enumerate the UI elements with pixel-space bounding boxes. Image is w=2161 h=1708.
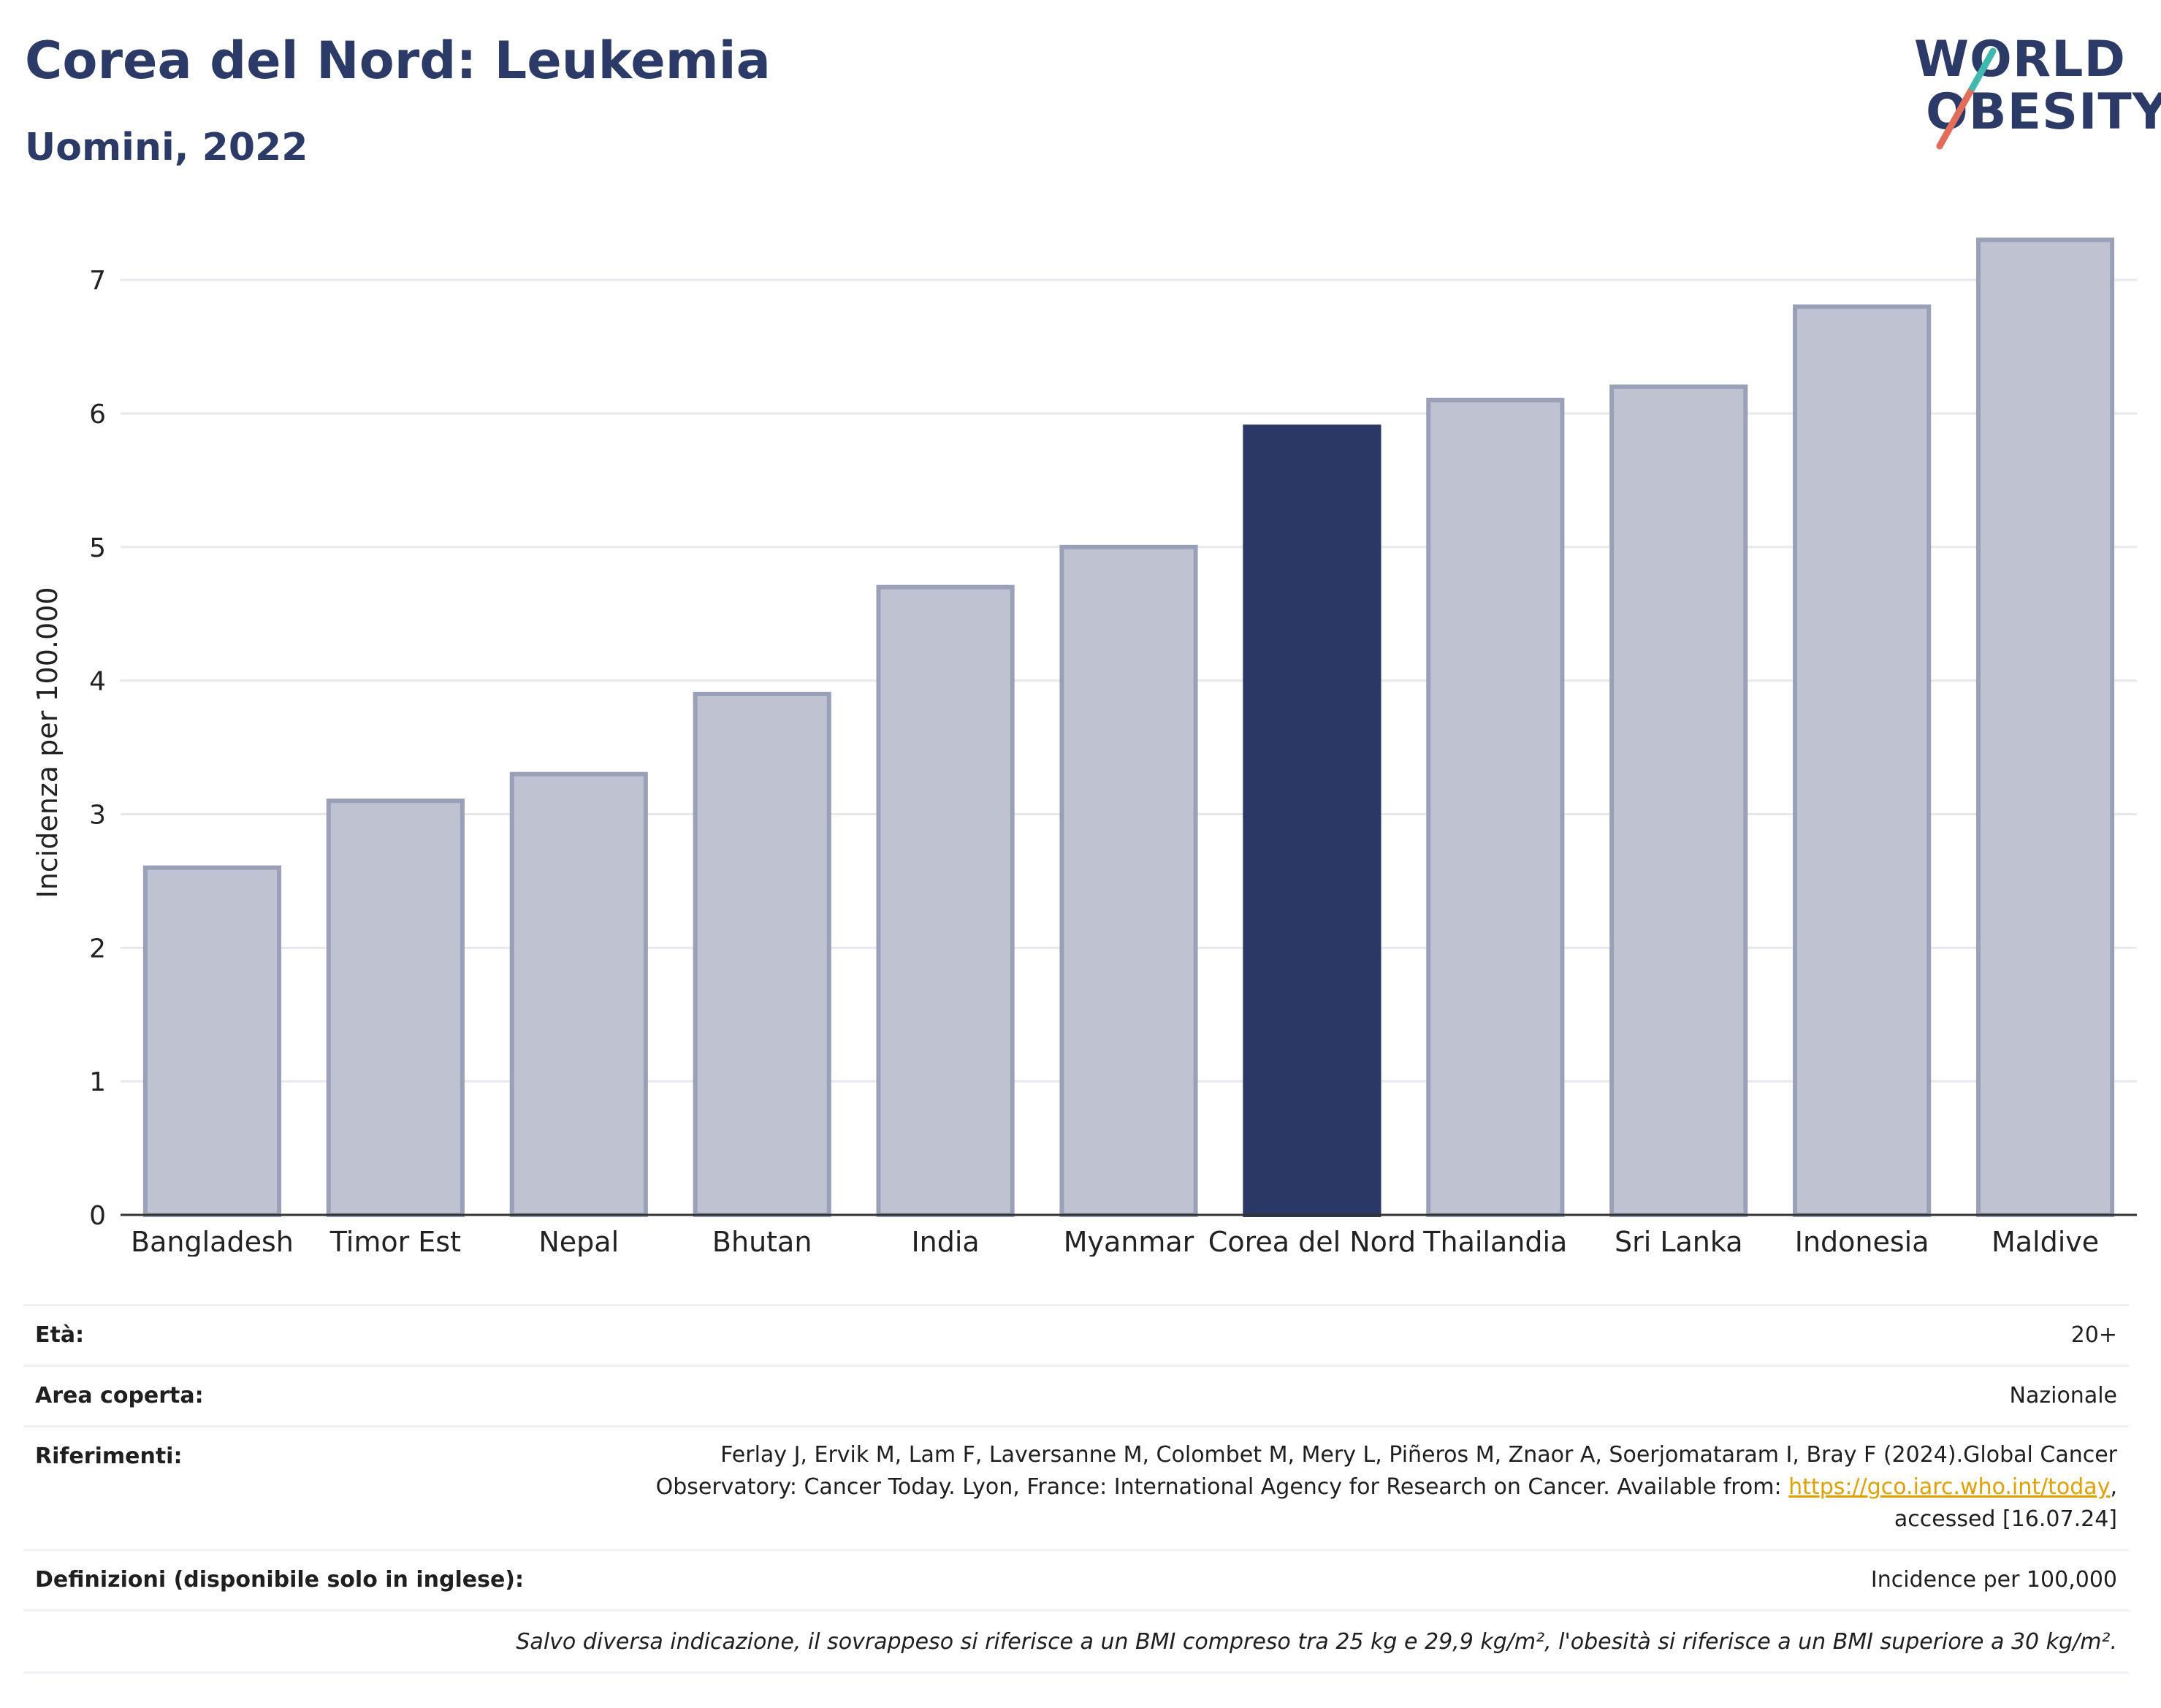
info-row-area: Area coperta: Nazionale — [23, 1365, 2129, 1425]
references-line-2-end: , — [2110, 1474, 2117, 1500]
info-table: Età: 20+ Area coperta: Nazionale Riferim… — [23, 1304, 2129, 1674]
chart-title: Corea del Nord: Leukemia — [25, 31, 771, 91]
y-tick-label-4: 4 — [89, 667, 106, 697]
bar-maldive — [1975, 237, 2115, 1217]
x-tick-label-indonesia: Indonesia — [1795, 1226, 1929, 1257]
y-axis-label: Incidenza per 100.000 — [31, 587, 64, 899]
references-label: Riferimenti: — [35, 1444, 183, 1469]
chart-subtitle: Uomini, 2022 — [25, 126, 308, 169]
references-line-3: accessed [16.07.24] — [1894, 1506, 2117, 1532]
references-line-2: Observatory: Cancer Today. Lyon, France:… — [364, 1471, 2117, 1503]
bar-nepal — [509, 771, 648, 1217]
references-link[interactable]: https://gco.iarc.who.int/today — [1788, 1474, 2111, 1500]
bar-india — [876, 584, 1015, 1217]
obesity-definition-note: Salvo diversa indicazione, il sovrappeso… — [516, 1629, 2117, 1655]
y-tick-label-5: 5 — [89, 533, 106, 563]
bar-corea-del-nord — [1243, 424, 1381, 1218]
logo-slash-icon — [1936, 47, 1997, 150]
y-tick-label-2: 2 — [89, 934, 106, 964]
x-tick-label-sri-lanka: Sri Lanka — [1615, 1226, 1743, 1257]
info-row-references: Riferimenti: Ferlay J, Ervik M, Lam F, L… — [23, 1425, 2129, 1549]
age-label: Età: — [35, 1322, 85, 1348]
bar-myanmar — [1059, 544, 1198, 1218]
x-tick-label-bhutan: Bhutan — [712, 1226, 812, 1257]
info-row-note: Salvo diversa indicazione, il sovrappeso… — [23, 1609, 2129, 1674]
x-tick-label-nepal: Nepal — [538, 1226, 619, 1257]
x-tick-label-timor-est: Timor Est — [329, 1226, 461, 1257]
world-obesity-logo: WORLD OBESITY — [1899, 29, 2161, 153]
definitions-label: Definizioni (disponibile solo in inglese… — [35, 1567, 524, 1593]
y-tick-label-0: 0 — [89, 1201, 106, 1231]
x-tick-label-myanmar: Myanmar — [1064, 1226, 1194, 1257]
age-value: 20+ — [2070, 1322, 2117, 1348]
area-label: Area coperta: — [35, 1383, 204, 1408]
y-tick-labels: 0 1 2 3 4 5 6 7 — [89, 266, 106, 1231]
bar-bhutan — [693, 691, 831, 1217]
references-line-2-text: Observatory: Cancer Today. Lyon, France:… — [655, 1474, 1789, 1500]
x-tick-label-maldive: Maldive — [1992, 1226, 2099, 1257]
bar-sri-lanka — [1609, 384, 1748, 1218]
y-tick-label-3: 3 — [89, 800, 106, 830]
y-tick-label-1: 1 — [89, 1067, 106, 1097]
y-tick-label-7: 7 — [89, 266, 106, 296]
bar-indonesia — [1793, 304, 1932, 1217]
y-tick-label-6: 6 — [89, 400, 106, 430]
x-tick-label-bangladesh: Bangladesh — [131, 1226, 294, 1257]
bars — [142, 237, 2115, 1218]
logo-word-world: WORLD — [1914, 31, 2126, 88]
logo-word-obesity: OBESITY — [1926, 83, 2161, 141]
x-tick-label-thailandia: Thailandia — [1422, 1226, 1567, 1257]
area-value: Nazionale — [2009, 1383, 2117, 1408]
x-tick-label-corea-del-nord: Corea del Nord — [1208, 1226, 1416, 1257]
x-tick-labels: Bangladesh Timor Est Nepal Bhutan India Myanm… — [131, 1226, 2099, 1257]
bar-chart: 0 1 2 3 4 5 6 7 Bangladesh Timor Est Nepal Bhutan I… — [31, 237, 2137, 1257]
definitions-value: Incidence per 100,000 — [1870, 1567, 2117, 1593]
bar-timor-est — [326, 798, 465, 1217]
bar-bangladesh — [142, 865, 282, 1218]
references-line-1: Ferlay J, Ervik M, Lam F, Laversanne M, … — [720, 1442, 2117, 1468]
info-row-age: Età: 20+ — [23, 1304, 2129, 1365]
info-row-definitions: Definizioni (disponibile solo in inglese… — [23, 1549, 2129, 1609]
references-value: Ferlay J, Ervik M, Lam F, Laversanne M, … — [364, 1439, 2117, 1536]
x-tick-label-india: India — [911, 1226, 979, 1257]
bar-thailandia — [1426, 397, 1565, 1217]
